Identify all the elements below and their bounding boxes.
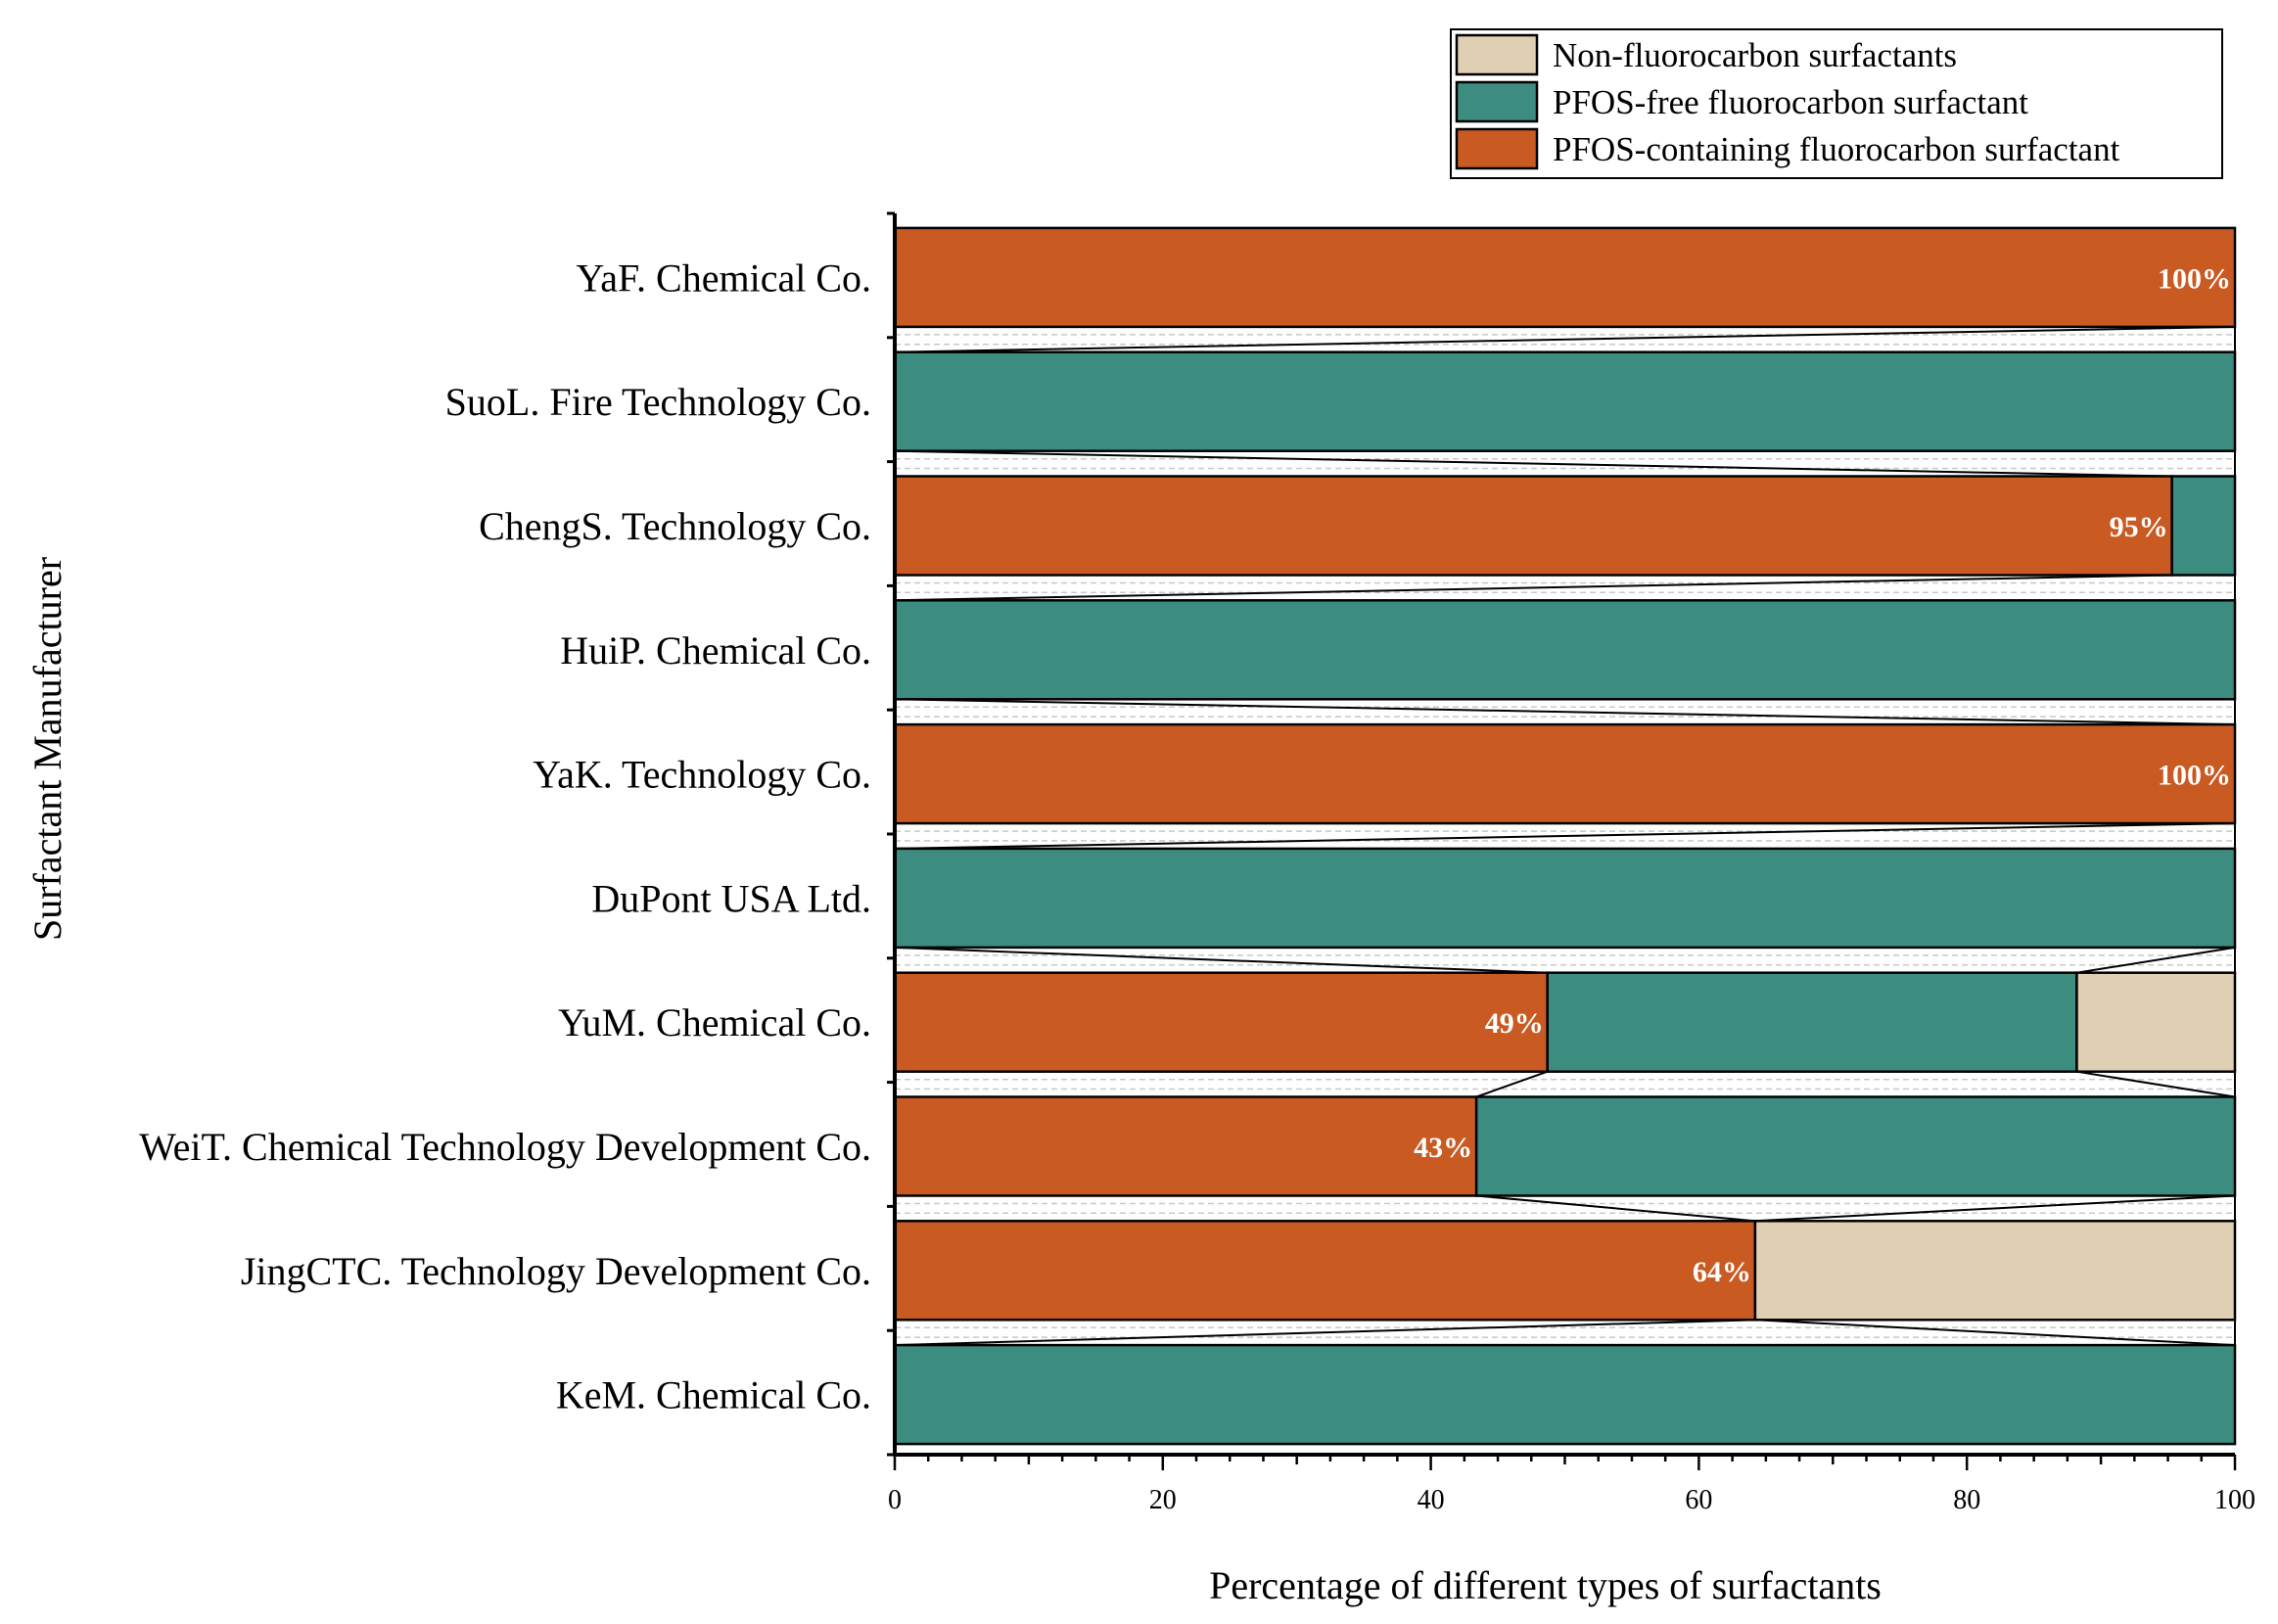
label-layer: 0 20 40 60 80 100 YaF. Chemical Co. SuoL. Fire …: [25, 255, 2255, 1607]
legend-box: [1450, 28, 2223, 179]
connector-line: [894, 698, 2236, 726]
y-axis-title: Surfactant Manufacturer: [25, 557, 70, 941]
legend-swatch: [1455, 80, 1539, 123]
connector-line: [2076, 1070, 2236, 1098]
bar-segment: [893, 1220, 1757, 1322]
data-label: 100%: [2158, 262, 2231, 295]
x-tick-label: 0: [888, 1485, 902, 1515]
category-label: WeiT. Chemical Technology Development Co…: [139, 1125, 871, 1169]
bar-segment: [2170, 475, 2237, 577]
category-label: HuiP. Chemical Co.: [560, 628, 871, 673]
bar-segment: [1474, 1095, 2237, 1197]
connector-line: [894, 449, 2172, 478]
legend: Non-fluorocarbon surfactants PFOS-free fl…: [1450, 28, 2223, 179]
data-label: 49%: [1485, 1007, 1544, 1040]
x-tick-label: 80: [1953, 1485, 1980, 1515]
category-label: DuPont USA Ltd.: [591, 876, 871, 920]
bar-segment: [893, 599, 2237, 701]
connector-line: [1754, 1319, 2236, 1347]
connector-line: [1475, 1070, 1549, 1098]
connector-line: [894, 574, 2172, 602]
category-label: ChengS. Technology Co.: [479, 504, 871, 548]
bar-segment: [893, 1095, 1478, 1197]
category-label: KeM. Chemical Co.: [556, 1373, 871, 1417]
bar-segment: [1753, 1220, 2237, 1322]
bar-segment: [893, 1343, 2237, 1446]
category-label: YaF. Chemical Co.: [576, 255, 871, 300]
connector-line: [2076, 946, 2236, 974]
bar-segment: [1546, 971, 2078, 1073]
data-label: 95%: [2110, 511, 2168, 543]
x-tick-label: 20: [1149, 1485, 1177, 1515]
legend-label: PFOS-containing fluorocarbon surfactant: [1553, 130, 2120, 168]
x-axis-title: Percentage of different types of surfact…: [1209, 1563, 1882, 1607]
bar-segment: [893, 722, 2237, 825]
bar-segment: [893, 847, 2237, 950]
x-tick-label: 100: [2214, 1485, 2255, 1515]
connector-line: [894, 822, 2236, 850]
legend-label: Non-fluorocarbon surfactants: [1553, 36, 1957, 74]
bar-segment: [893, 475, 2173, 577]
x-tick-label: 40: [1418, 1485, 1445, 1515]
data-label: 100%: [2158, 760, 2231, 792]
category-label: JingCTC. Technology Development Co.: [241, 1249, 871, 1293]
category-label: SuoL. Fire Technology Co.: [445, 380, 871, 424]
connector-line: [894, 946, 1548, 974]
bar-segment: [893, 971, 1549, 1073]
connector-layer: [894, 325, 2236, 1347]
bar-segment: [893, 226, 2237, 329]
legend-label: PFOS-free fluorocarbon surfactant: [1553, 83, 2028, 121]
connector-line: [1754, 1194, 2236, 1223]
legend-swatch: [1455, 127, 1539, 170]
category-label: YuM. Chemical Co.: [558, 1000, 871, 1044]
bar-segment: [2075, 971, 2237, 1073]
legend-swatch: [1455, 33, 1539, 76]
bar-layer: [893, 226, 2237, 1446]
data-label: 64%: [1693, 1256, 1751, 1288]
grid-layer: [895, 334, 2235, 1338]
connector-line: [894, 1319, 1755, 1347]
axis-layer: [887, 211, 2237, 1470]
category-label: YaK. Technology Co.: [533, 753, 871, 797]
data-label: 43%: [1414, 1132, 1472, 1164]
x-tick-label: 60: [1685, 1485, 1712, 1515]
bar-segment: [893, 350, 2237, 452]
connector-line: [1476, 1194, 1755, 1223]
connector-line: [894, 325, 2236, 353]
